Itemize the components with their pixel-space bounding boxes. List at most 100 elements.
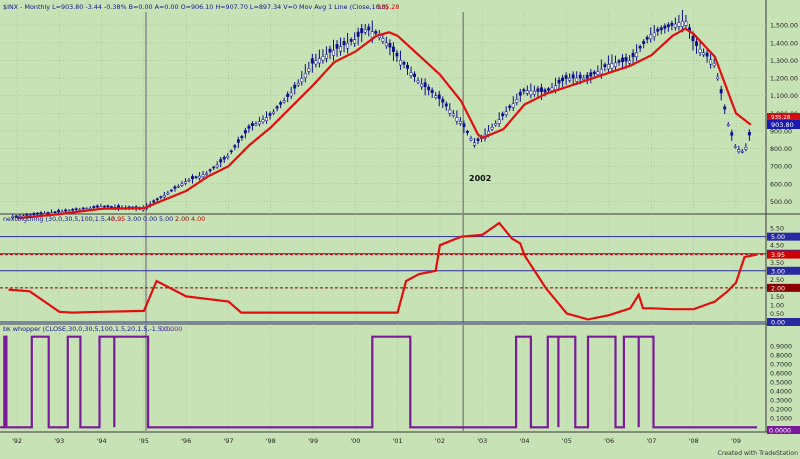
y-tick-label: 600.00 (770, 181, 792, 188)
nextbigthing-header: nextbigthing (30,0,30,5,100,1.5,40,... (3, 215, 123, 223)
right-axis-strip (766, 0, 800, 459)
price-candle (508, 105, 512, 108)
price-candle (649, 34, 653, 39)
price-candle (451, 113, 455, 116)
x-tick-label: '08 (689, 437, 699, 445)
price-candle (363, 29, 367, 33)
y-tick-label: 0.8000 (770, 352, 792, 359)
price-candle (606, 64, 610, 70)
x-tick-labels: '92 '93 '94 '95 '96 '97 '98 '99 '00 '01 '02 '03 '04 '… (12, 437, 741, 445)
y-tick-label: 5.50 (770, 226, 784, 233)
price-candle (152, 200, 156, 203)
x-tick-label: '05 (562, 437, 572, 445)
price-candle (187, 179, 191, 182)
price-candle (57, 210, 61, 213)
price-candle (631, 52, 635, 58)
y-tick-label: 0.7000 (770, 361, 792, 368)
y-tick-label: 0.5000 (770, 380, 792, 387)
price-candle (402, 62, 406, 65)
y-tick-label: 1,200.00 (770, 76, 798, 83)
price-candle (310, 58, 314, 64)
price-candle (212, 166, 216, 169)
price-candle (680, 20, 684, 27)
svg-text:903.80: 903.80 (771, 121, 794, 129)
price-candle (155, 198, 159, 201)
price-candle (599, 68, 603, 75)
price-candle (638, 46, 642, 49)
price-candle (539, 87, 543, 93)
price-candle (247, 125, 251, 129)
price-candle (258, 121, 261, 125)
x-tick-label: '02 (435, 437, 445, 445)
price-candle (554, 85, 557, 90)
price-candle (67, 210, 71, 213)
price-candle (95, 205, 99, 208)
price-candle (409, 72, 413, 76)
price-candle (501, 113, 505, 117)
price-candle (162, 195, 166, 198)
footer-credit: Created with TradeStation (718, 450, 799, 457)
price-candle (272, 111, 276, 114)
price-candle (240, 135, 244, 139)
price-candle (730, 132, 734, 136)
price-candle (307, 67, 311, 72)
y-tick-label: 1.50 (770, 294, 784, 301)
x-tick-label: '00 (350, 437, 360, 445)
price-candle (564, 75, 568, 79)
price-candle (614, 62, 617, 67)
price-candle (497, 119, 501, 124)
last-price-flag: 903.80 (767, 120, 800, 129)
price-candle (180, 183, 184, 186)
price-candle (74, 208, 78, 211)
price-candle (744, 146, 748, 150)
price-candle (469, 138, 473, 141)
price-candle (416, 80, 420, 83)
svg-text:935.28: 935.28 (771, 115, 791, 121)
price-candle (286, 93, 290, 98)
price-candle (342, 41, 346, 46)
reference-flag (767, 283, 800, 292)
price-candle (740, 150, 744, 153)
vertical-marker-lines (145, 12, 464, 432)
x-tick-label: '04 (519, 437, 529, 445)
price-candle (628, 60, 632, 64)
price-candle (617, 60, 621, 63)
y-tick-label: 2.50 (770, 277, 784, 284)
price-candle (191, 176, 194, 180)
y-tick-label: 1,400.00 (770, 40, 798, 47)
x-tick-label: '96 (181, 437, 191, 445)
price-candle (388, 42, 392, 48)
price-candle (621, 57, 624, 63)
price-candle (233, 145, 237, 148)
price-candle (430, 89, 434, 94)
price-candle (511, 103, 515, 108)
price-candle (11, 216, 15, 218)
price-candle (691, 35, 695, 42)
price-candle (25, 213, 29, 216)
x-tick-label: '95 (139, 437, 149, 445)
price-candle (444, 103, 448, 107)
nextbigthing-flags: 5.004.003.953.002.000.00 (767, 232, 800, 327)
x-tick-label: '97 (223, 437, 233, 445)
price-candle (71, 208, 75, 211)
reference-flag (767, 232, 800, 241)
y-tick-label: 0.9000 (770, 343, 792, 350)
price-candle (300, 77, 304, 83)
y-tick-label: 900.00 (770, 128, 792, 135)
price-candle (585, 74, 589, 79)
y-tick-label: 1.00 (770, 302, 784, 309)
nextbigthing-header-value-3: 0.00 (143, 215, 157, 223)
nextbigthing-header-value-2: 3.00 (127, 215, 141, 223)
price-candle (582, 77, 586, 80)
price-candle (395, 52, 399, 57)
price-candle (723, 106, 727, 110)
price-candle (106, 205, 110, 208)
y-tick-label: 700.00 (770, 164, 792, 171)
y-tick-label: 0.6000 (770, 370, 792, 377)
x-tick-label: '93 (54, 437, 64, 445)
price-candle (205, 173, 209, 176)
price-candle (518, 91, 522, 96)
price-candle (293, 84, 297, 89)
nextbigthing-header-value-1: 3.95 (111, 215, 125, 223)
